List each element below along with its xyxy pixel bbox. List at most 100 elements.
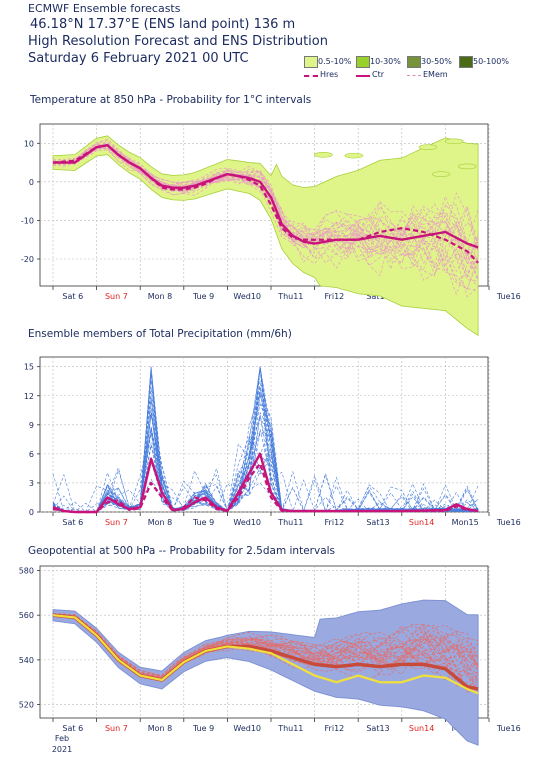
hres-line (52, 614, 479, 695)
x-tick-label: Tue16 (496, 292, 521, 301)
ensemble-member-line (52, 414, 479, 513)
x-tick-label: Sat 6 (62, 724, 83, 733)
location-line: 46.18°N 17.37°E (ENS land point) 136 m (30, 17, 296, 32)
x-tick-label: Wed10 (233, 292, 261, 301)
ensemble-member-line (52, 614, 479, 678)
hres-line (52, 462, 479, 514)
ensemble-member-line (52, 614, 479, 678)
y-tick-label: 520 (19, 701, 34, 710)
x-tick-label: Thu11 (277, 724, 303, 733)
ensemble-member-line (52, 149, 479, 262)
x-tick-label: Fri12 (325, 518, 345, 527)
y-tick-label: 0 (29, 508, 34, 517)
x-tick-label: Tue 9 (192, 724, 214, 733)
x-tick-label: Thu11 (277, 518, 303, 527)
probability-blob (418, 144, 438, 150)
ensemble-member-line (52, 366, 479, 513)
y-tick-label: 6 (29, 450, 34, 459)
x-tick-label: Sun14 (409, 518, 434, 527)
legend-swatch-1 (356, 56, 370, 68)
base-time-line: Saturday 6 February 2021 00 UTC (28, 51, 249, 66)
x-tick-label: Mon 8 (148, 518, 173, 527)
probability-blob (314, 152, 333, 158)
legend-line-emem (407, 75, 421, 76)
plot-frame (39, 356, 489, 513)
x-tick-label: Tue 9 (192, 518, 214, 527)
ensemble-member-line (52, 145, 479, 269)
x-tick-label: Sat13 (366, 292, 389, 301)
legend-label-0: 0.5-10% (318, 57, 352, 66)
ctr-line (53, 144, 479, 249)
x-tick-label: Mon 8 (148, 724, 173, 733)
probability-band (52, 599, 479, 746)
header: ECMWF Ensemble forecasts 46.18°N 17.37°E… (0, 0, 544, 100)
ensemble-member-line (52, 146, 479, 255)
panel-precip: 0 3 6 9 12 15 Sat 6 Sun 7 Mon 8 Tue 9 Wed10 Thu11 Fr… (24, 356, 521, 527)
x-tick-label: Tue 9 (192, 292, 214, 301)
legend-line-ctr (356, 75, 370, 77)
y-tick-label: 540 (19, 656, 34, 665)
ensemble-member-line (52, 386, 479, 513)
ensemble-member-line (52, 410, 479, 513)
legend-label-ctr: Ctr (372, 70, 385, 79)
temperature-panel-title: Temperature at 850 hPa - Probability for… (30, 94, 312, 106)
ensemble-member-line (52, 144, 479, 268)
ensemble-member-line (52, 370, 479, 513)
x-tick-label: Sun 7 (105, 292, 128, 301)
y-tick-label: -10 (21, 216, 34, 225)
ensemble-member-line (52, 147, 479, 264)
x-tick-label: Sat 6 (62, 518, 83, 527)
x-tick-label: Wed10 (233, 518, 261, 527)
legend-label-1: 10-30% (370, 57, 401, 66)
y-tick-label: 580 (19, 566, 34, 575)
geopotential-panel-title: Geopotential at 500 hPa -- Probability f… (28, 545, 336, 557)
x-tick-label: Mon 8 (148, 292, 173, 301)
x-axis-date-extra: Feb (55, 734, 69, 743)
panel-geo: 520 540 560 580 Sat 6 Sun 7 Mon 8 Tue 9 Wed10 Thu… (19, 565, 521, 746)
y-tick-label: 12 (24, 392, 34, 401)
forecast-type-line: High Resolution Forecast and ENS Distrib… (28, 34, 328, 49)
ensemble-member-line (52, 614, 479, 681)
ensemble-member-line (52, 614, 479, 691)
probability-blob (431, 171, 451, 177)
x-tick-label: Sat13 (366, 518, 389, 527)
x-tick-label: Wed10 (233, 724, 261, 733)
product-title: ECMWF Ensemble forecasts (28, 2, 181, 15)
probability-blob (444, 138, 464, 145)
probability-blob (457, 163, 477, 170)
ensemble-member-line (52, 614, 479, 679)
legend-label-3: 50-100% (473, 57, 509, 66)
probability-blob (344, 152, 364, 159)
x-axis-date-extra: 2021 (52, 745, 72, 754)
ensemble-member-line (52, 143, 479, 274)
x-tick-label: Tue16 (496, 724, 521, 733)
legend-line-hres (304, 75, 318, 77)
x-tick-label: Fri12 (325, 292, 345, 301)
legend-swatch-2 (407, 56, 421, 68)
y-tick-label: 15 (24, 363, 34, 372)
legend-swatch-3 (459, 56, 473, 68)
x-tick-label: Sun 7 (105, 518, 128, 527)
ensemble-member-line (52, 615, 479, 681)
y-tick-label: -20 (21, 255, 34, 264)
x-tick-label: Sat13 (366, 724, 389, 733)
y-tick-label: 0 (29, 178, 34, 187)
y-tick-label: 560 (19, 611, 34, 620)
legend-label-hres: Hres (320, 70, 339, 79)
x-tick-label: Fri12 (325, 724, 345, 733)
y-tick-label: 3 (29, 479, 34, 488)
y-tick-label: 9 (29, 421, 34, 430)
precipitation-panel-title: Ensemble members of Total Precipitation … (28, 328, 292, 340)
panel-temp: -20 -10 0 10 Sat 6 Sun 7 Mon 8 Tue 9 Wed10 Thu11 F… (21, 123, 521, 337)
ensemble-member-line (52, 142, 479, 277)
x-tick-label: Sat 6 (62, 292, 83, 301)
legend-label-2: 30-50% (421, 57, 452, 66)
ensemble-member-line (52, 453, 479, 513)
y-tick-label: 10 (24, 139, 34, 148)
legend-swatch-0 (304, 56, 318, 68)
ensemble-member-line (52, 613, 479, 679)
ensemble-member-line (52, 613, 479, 679)
x-tick-label: Thu11 (277, 292, 303, 301)
x-tick-label: Mon15 (452, 518, 479, 527)
